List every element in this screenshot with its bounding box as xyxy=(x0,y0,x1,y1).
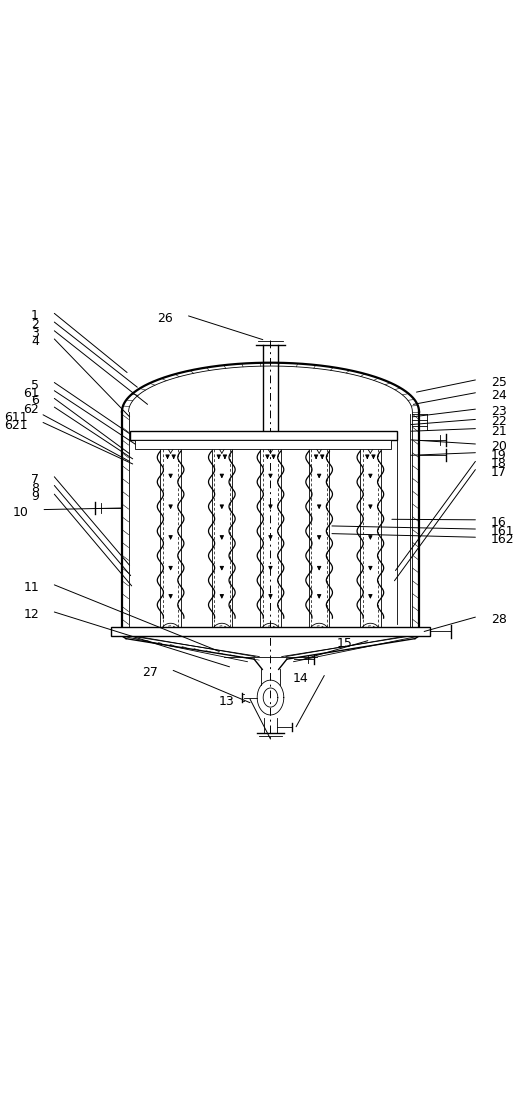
Text: 28: 28 xyxy=(491,613,507,626)
Text: 22: 22 xyxy=(491,415,506,428)
Text: 162: 162 xyxy=(491,534,514,547)
Bar xyxy=(111,627,430,636)
Text: 621: 621 xyxy=(4,418,27,432)
Text: 6: 6 xyxy=(31,394,39,407)
Text: 25: 25 xyxy=(491,376,507,389)
Text: 3: 3 xyxy=(31,327,39,340)
Text: 17: 17 xyxy=(491,466,507,479)
Text: 161: 161 xyxy=(491,525,514,538)
Text: 26: 26 xyxy=(157,312,173,325)
Text: 27: 27 xyxy=(142,666,158,680)
Text: 8: 8 xyxy=(31,482,39,494)
Text: 9: 9 xyxy=(31,490,39,503)
Text: 18: 18 xyxy=(491,458,507,470)
Text: 24: 24 xyxy=(491,389,506,402)
Text: 13: 13 xyxy=(219,695,234,708)
Text: 14: 14 xyxy=(293,672,309,684)
Text: 11: 11 xyxy=(23,581,39,594)
Text: 15: 15 xyxy=(336,637,353,650)
Text: 611: 611 xyxy=(4,411,27,424)
Text: 12: 12 xyxy=(23,608,39,621)
Text: 5: 5 xyxy=(31,379,39,392)
Text: 19: 19 xyxy=(491,449,506,462)
Text: 1: 1 xyxy=(31,310,39,323)
Bar xyxy=(130,432,397,440)
Text: 7: 7 xyxy=(31,473,39,485)
Text: 21: 21 xyxy=(491,425,506,438)
Text: 20: 20 xyxy=(491,440,507,453)
Text: 62: 62 xyxy=(23,403,39,416)
Text: 4: 4 xyxy=(31,335,39,348)
Text: 23: 23 xyxy=(491,405,506,418)
Text: 2: 2 xyxy=(31,318,39,332)
Text: 16: 16 xyxy=(491,516,506,529)
Bar xyxy=(135,440,391,449)
Text: 61: 61 xyxy=(23,386,39,400)
Text: 10: 10 xyxy=(13,505,29,518)
